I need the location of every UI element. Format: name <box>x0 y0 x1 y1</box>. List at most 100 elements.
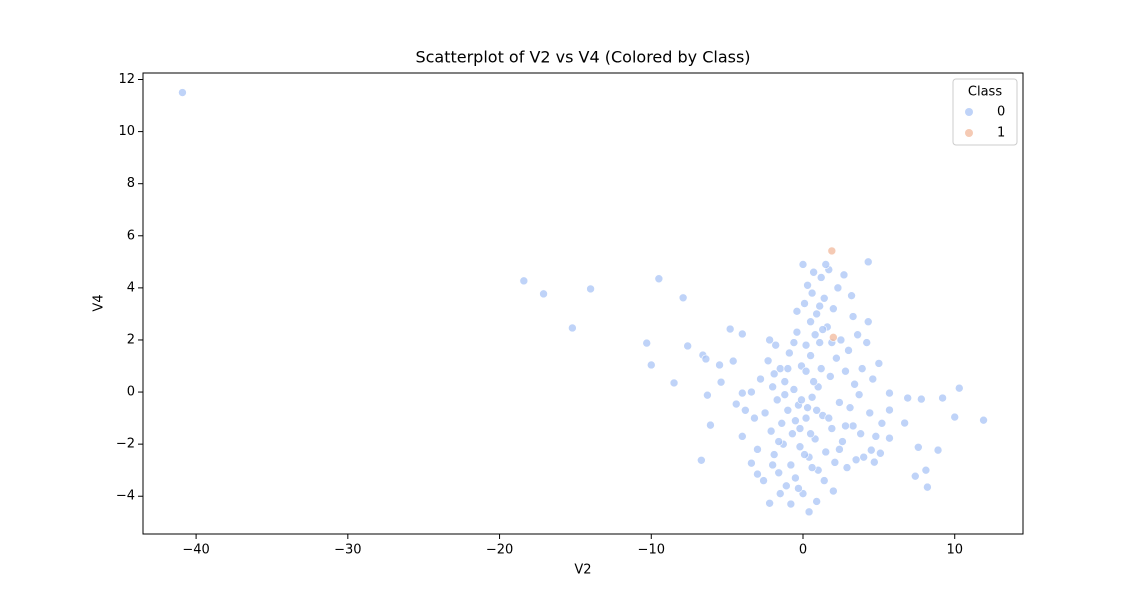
y-axis-label: V4 <box>92 294 107 311</box>
scatter-point <box>850 379 859 389</box>
scatter-point <box>738 432 747 441</box>
scatter-point <box>800 450 809 459</box>
y-tick-label: 4 <box>127 280 135 295</box>
scatter-point <box>669 378 679 388</box>
legend-marker <box>965 129 973 137</box>
scatter-point <box>950 412 960 422</box>
scatter-point <box>853 330 862 340</box>
legend-box <box>952 78 1018 146</box>
chart-title: Scatterplot of V2 vs V4 (Colored by Clas… <box>415 48 750 67</box>
scatter-point <box>654 274 664 284</box>
scatter-point <box>766 426 776 436</box>
scatter-point <box>801 366 811 376</box>
x-tick-label: 0 <box>799 543 807 558</box>
scatter-point <box>923 482 932 492</box>
scatter-point <box>774 437 784 446</box>
scatter-point <box>747 387 756 397</box>
scatter-point <box>586 284 595 294</box>
scatter-point <box>768 382 777 392</box>
scatter-point <box>821 260 831 269</box>
scatter-point <box>836 335 846 345</box>
scatter-point <box>829 333 838 342</box>
scatter-point <box>863 257 873 267</box>
scatter-point <box>706 420 715 430</box>
scatter-point <box>539 289 548 299</box>
scatter-point <box>795 442 805 452</box>
scatter-point <box>756 374 765 384</box>
scatter-point <box>851 455 861 465</box>
scatter-point <box>821 447 831 457</box>
scatter-point <box>791 473 800 483</box>
scatter-point <box>731 399 741 409</box>
scatter-point <box>791 416 800 426</box>
scatter-point <box>772 395 782 405</box>
scatter-point <box>979 415 988 425</box>
scatter-point <box>642 338 652 348</box>
y-tick-label: 12 <box>118 72 135 87</box>
x-tick-label: −30 <box>334 543 361 558</box>
scatter-point <box>885 388 894 398</box>
scatter-point <box>806 351 815 360</box>
scatter-point <box>824 413 834 423</box>
scatter-point <box>833 283 843 293</box>
scatter-point <box>921 465 931 475</box>
scatter-point <box>857 364 867 373</box>
scatter-point <box>844 346 853 355</box>
scatter-point <box>812 309 821 319</box>
scatter-point <box>842 463 852 472</box>
scatter-point <box>792 327 802 337</box>
scatter-point <box>750 413 759 423</box>
scatter-point <box>780 377 790 386</box>
scatter-point <box>741 405 750 415</box>
scatter-point <box>816 364 826 373</box>
scatter-point <box>806 317 815 327</box>
scatter-point <box>874 359 884 368</box>
x-tick-label: −40 <box>182 543 209 558</box>
legend-label: 1 <box>997 126 1005 141</box>
scatter-point <box>568 323 577 333</box>
scatter-point <box>830 458 840 467</box>
scatter-point <box>885 405 894 415</box>
x-tick-label: 10 <box>946 543 963 558</box>
scatter-point <box>519 276 529 286</box>
scatter-point <box>859 452 868 462</box>
scatter-point <box>818 325 828 334</box>
scatter-point <box>801 340 811 350</box>
y-tick-label: −2 <box>116 437 135 452</box>
scatter-point <box>803 280 812 290</box>
scatter-point <box>760 408 770 418</box>
scatter-point <box>839 270 849 280</box>
x-tick-label: −20 <box>486 543 513 558</box>
scatter-point <box>725 324 735 334</box>
scatter-point <box>747 458 756 468</box>
scatter-point <box>914 442 923 452</box>
scatter-point <box>819 476 829 485</box>
scatter-point <box>885 433 894 443</box>
scatter-point <box>783 405 793 415</box>
scatter-point <box>701 354 711 364</box>
scatter-point <box>728 356 738 366</box>
scatter-point <box>856 429 865 439</box>
y-tick-label: 2 <box>127 332 135 347</box>
scatter-point <box>803 403 812 412</box>
scatter-point <box>854 390 864 399</box>
scatter-point <box>848 421 858 431</box>
y-tick-label: 6 <box>127 228 135 243</box>
scatter-point <box>795 424 805 433</box>
scatter-point <box>847 291 856 300</box>
y-tick-label: 8 <box>127 176 135 191</box>
scatter-point <box>866 445 876 455</box>
scatter-point <box>845 403 855 412</box>
scatter-point <box>785 348 794 358</box>
scatter-point <box>841 421 850 431</box>
scatter-point <box>801 413 811 423</box>
scatter-point <box>835 445 844 454</box>
scatter-point <box>765 335 774 345</box>
scatter-point <box>807 288 817 298</box>
scatter-point <box>938 393 947 403</box>
scatter-point <box>806 429 815 439</box>
scatter-point <box>798 260 808 269</box>
scatter-point <box>816 273 826 282</box>
